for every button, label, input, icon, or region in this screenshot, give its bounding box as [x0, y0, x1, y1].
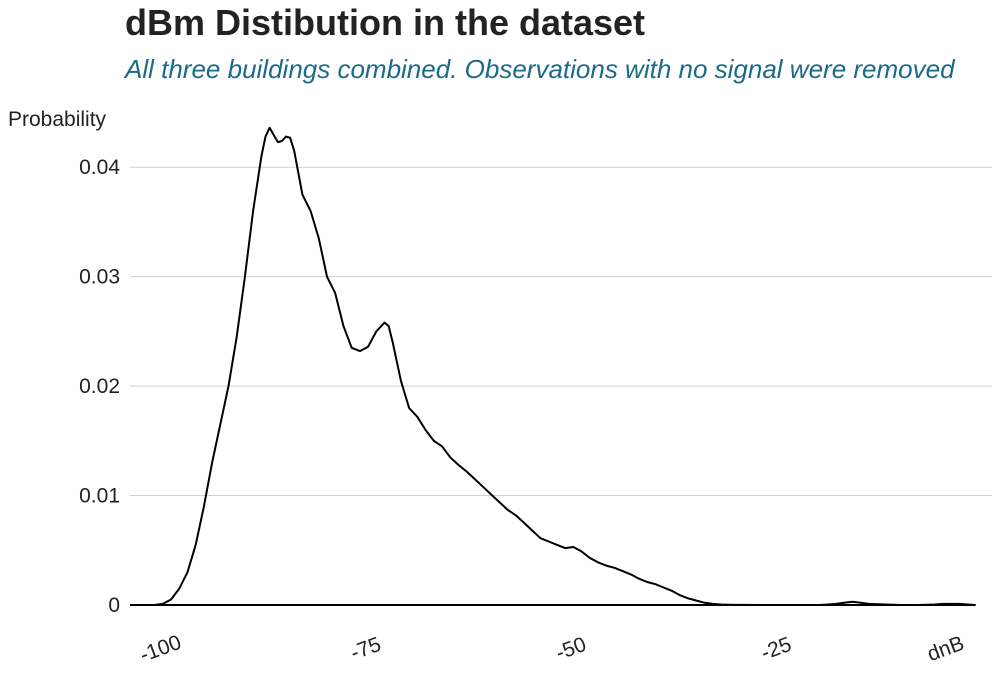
x-tick-label: -75 [348, 633, 384, 665]
y-tick-label: 0.03 [79, 266, 120, 289]
y-tick-label: 0.02 [79, 375, 120, 398]
chart-subtitle: All three buildings combined. Observatio… [125, 54, 955, 84]
chart-title: dBm Distibution in the dataset [125, 2, 646, 43]
series-layer [130, 126, 976, 606]
x-axis-title: dnB [924, 632, 967, 666]
x-tick-label: -100 [137, 631, 184, 667]
x-tick-label: -25 [758, 633, 794, 665]
x-tick-label: -50 [553, 633, 589, 665]
y-tick-label: 0 [108, 594, 120, 617]
y-tick-label: 0.01 [79, 485, 120, 508]
grid-layer [130, 166, 992, 497]
x-axis-ticks: -100 -75 -50 -25 [137, 631, 795, 667]
density-curve [130, 126, 976, 606]
y-axis-ticks: 0 0.01 0.02 0.03 0.04 [79, 156, 120, 617]
y-axis-title: Probability [8, 108, 107, 131]
y-tick-label: 0.04 [79, 156, 120, 179]
